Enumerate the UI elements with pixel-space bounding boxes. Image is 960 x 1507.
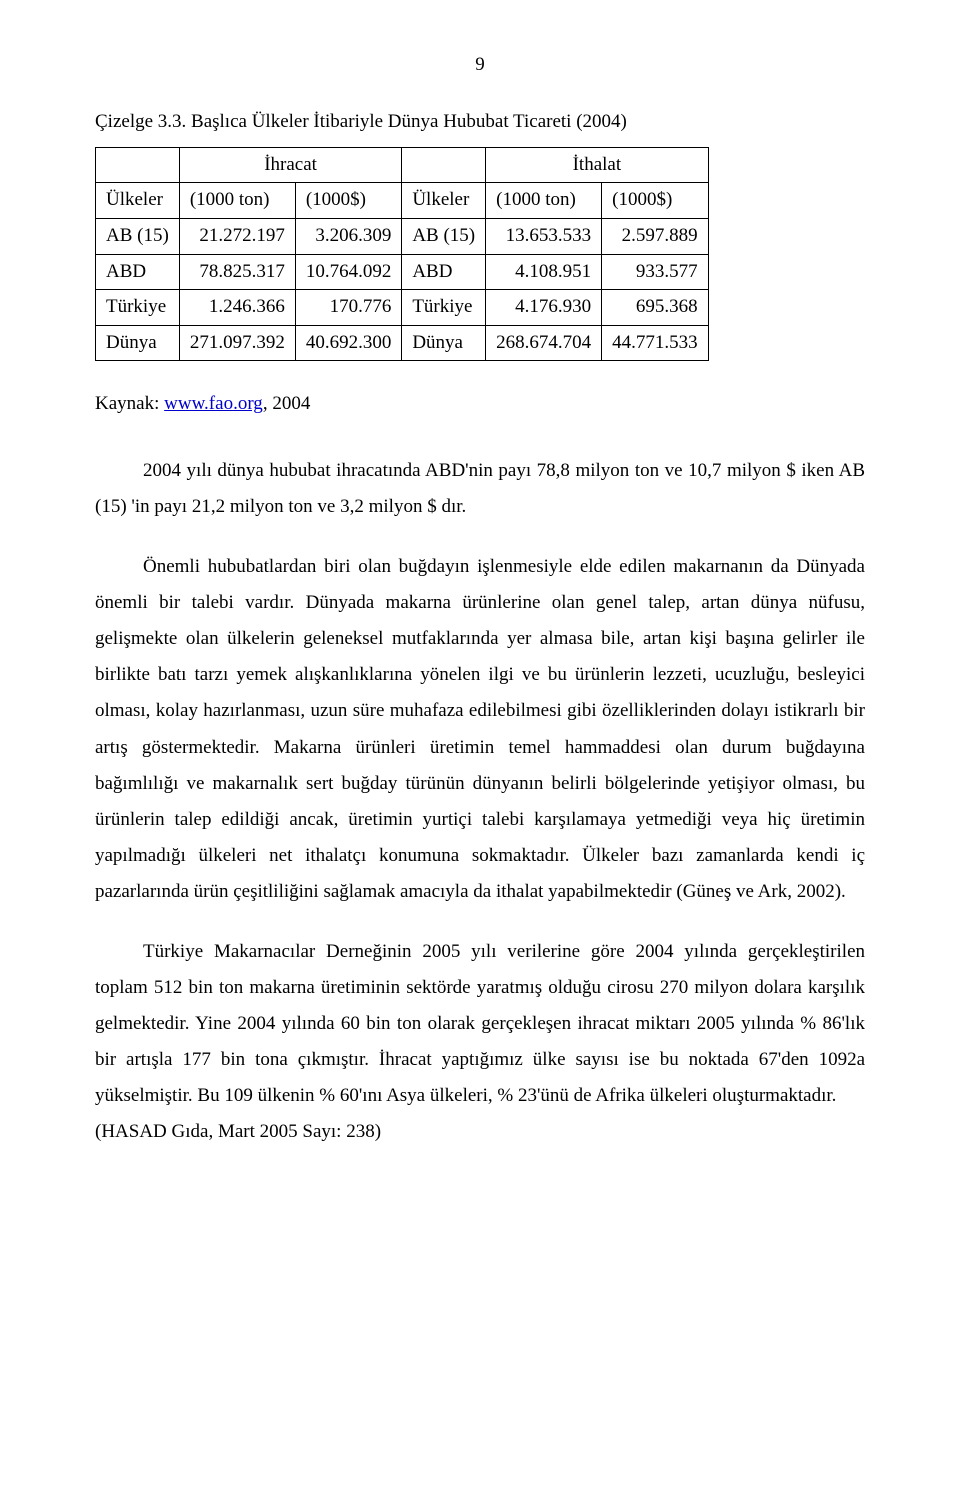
col-ton-1: (1000 ton) bbox=[179, 183, 295, 219]
cell: 10.764.092 bbox=[295, 254, 402, 290]
cell: 933.577 bbox=[602, 254, 709, 290]
cell: Dünya bbox=[96, 325, 180, 361]
source-line: Kaynak: www.fao.org, 2004 bbox=[95, 389, 865, 418]
cell: 2.597.889 bbox=[602, 219, 709, 255]
header-blank-2 bbox=[402, 147, 486, 183]
source-link[interactable]: www.fao.org bbox=[164, 393, 263, 414]
cell: 271.097.392 bbox=[179, 325, 295, 361]
table-header-row-2: Ülkeler (1000 ton) (1000$) Ülkeler (1000… bbox=[96, 183, 709, 219]
paragraph-2: Önemli hububatlardan biri olan buğdayın … bbox=[95, 549, 865, 910]
col-usd-1: (1000$) bbox=[295, 183, 402, 219]
table-row: Dünya 271.097.392 40.692.300 Dünya 268.6… bbox=[96, 325, 709, 361]
table-row: AB (15) 21.272.197 3.206.309 AB (15) 13.… bbox=[96, 219, 709, 255]
table-caption: Çizelge 3.3. Başlıca Ülkeler İtibariyle … bbox=[95, 107, 865, 136]
paragraph-1: 2004 yılı dünya hububat ihracatında ABD'… bbox=[95, 453, 865, 525]
cell: 4.176.930 bbox=[486, 290, 602, 326]
page-number: 9 bbox=[95, 50, 865, 79]
cell: 44.771.533 bbox=[602, 325, 709, 361]
cell: 40.692.300 bbox=[295, 325, 402, 361]
source-suffix: , 2004 bbox=[263, 393, 311, 414]
cell: AB (15) bbox=[402, 219, 486, 255]
col-countries-2: Ülkeler bbox=[402, 183, 486, 219]
cell: AB (15) bbox=[96, 219, 180, 255]
cell: 3.206.309 bbox=[295, 219, 402, 255]
source-prefix: Kaynak: bbox=[95, 393, 164, 414]
cell: 21.272.197 bbox=[179, 219, 295, 255]
cell: 695.368 bbox=[602, 290, 709, 326]
header-export: İhracat bbox=[179, 147, 402, 183]
data-table: İhracat İthalat Ülkeler (1000 ton) (1000… bbox=[95, 147, 709, 362]
cell: 1.246.366 bbox=[179, 290, 295, 326]
cell: ABD bbox=[96, 254, 180, 290]
table-row: Türkiye 1.246.366 170.776 Türkiye 4.176.… bbox=[96, 290, 709, 326]
col-usd-2: (1000$) bbox=[602, 183, 709, 219]
table-header-row-1: İhracat İthalat bbox=[96, 147, 709, 183]
col-ton-2: (1000 ton) bbox=[486, 183, 602, 219]
cell: ABD bbox=[402, 254, 486, 290]
cell: 4.108.951 bbox=[486, 254, 602, 290]
reference-line: (HASAD Gıda, Mart 2005 Sayı: 238) bbox=[95, 1114, 865, 1150]
header-blank bbox=[96, 147, 180, 183]
cell: Türkiye bbox=[402, 290, 486, 326]
col-countries-1: Ülkeler bbox=[96, 183, 180, 219]
cell: 170.776 bbox=[295, 290, 402, 326]
cell: 78.825.317 bbox=[179, 254, 295, 290]
cell: Türkiye bbox=[96, 290, 180, 326]
cell: 13.653.533 bbox=[486, 219, 602, 255]
table-row: ABD 78.825.317 10.764.092 ABD 4.108.951 … bbox=[96, 254, 709, 290]
cell: Dünya bbox=[402, 325, 486, 361]
cell: 268.674.704 bbox=[486, 325, 602, 361]
paragraph-3: Türkiye Makarnacılar Derneğinin 2005 yıl… bbox=[95, 934, 865, 1114]
header-import: İthalat bbox=[486, 147, 709, 183]
